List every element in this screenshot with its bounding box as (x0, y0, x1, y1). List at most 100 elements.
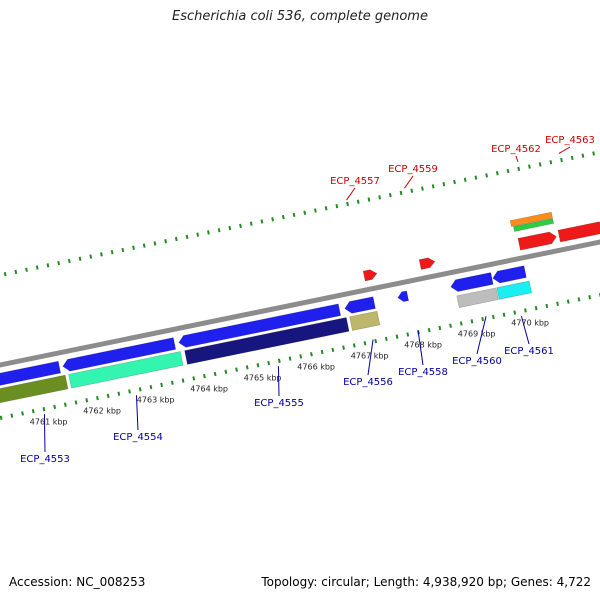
minor-tick-lower (0, 415, 3, 421)
gene-ecp-4562-upper-shape (509, 211, 553, 227)
minor-tick-upper (174, 236, 178, 242)
genome-backbone (0, 239, 600, 368)
minor-tick-upper (207, 230, 210, 235)
minor-tick-lower (203, 374, 206, 379)
tick-label: 4770 kbp (511, 319, 549, 328)
minor-tick-upper (271, 217, 275, 222)
topology-value: circular (321, 575, 366, 589)
backbone-layer (0, 239, 600, 368)
minor-tick-lower (299, 354, 303, 359)
minor-tick-upper (506, 168, 510, 174)
minor-tick-lower (524, 308, 527, 313)
minor-tick-upper (410, 188, 414, 193)
tick-label: 4765 kbp (244, 374, 282, 383)
minor-tick-upper (560, 157, 563, 163)
topology-label: Topology: (261, 575, 318, 589)
gene-ecp-4553-shape (0, 374, 69, 404)
cds-ecp-4555 (178, 303, 342, 348)
minor-tick-upper (421, 186, 424, 191)
cds-ecp-4562 (517, 231, 557, 251)
gene-label: ECP_4563 (545, 135, 595, 146)
minor-tick-lower (384, 336, 388, 342)
gene-label: ECP_4556 (343, 377, 393, 388)
minor-tick-lower (245, 365, 249, 370)
minor-tick-upper (592, 151, 596, 156)
minor-tick-upper (378, 195, 382, 200)
minor-tick-lower (395, 334, 399, 339)
gene-ecp-4562-shape (513, 218, 555, 232)
minor-tick-upper (356, 199, 360, 204)
leader-line (367, 339, 374, 376)
minor-tick-upper (142, 243, 146, 248)
minor-tick-lower (566, 299, 570, 304)
leader-line (417, 330, 424, 366)
leader-line (346, 187, 356, 201)
minor-tick-lower (406, 332, 410, 337)
minor-tick-lower (31, 409, 35, 414)
gene-ecp-4556-shape (349, 310, 381, 331)
minor-tick-lower (21, 411, 24, 416)
minor-tick-upper (485, 173, 489, 178)
minor-tick-upper (431, 184, 435, 189)
minor-tick-upper (3, 271, 7, 277)
genes-value: 4,722 (556, 575, 591, 589)
minor-tick-lower (363, 341, 367, 346)
tick-label: 4769 kbp (458, 330, 496, 339)
minor-tick-upper (132, 245, 135, 250)
minor-tick-upper (303, 210, 307, 215)
minor-tick-lower (74, 400, 78, 405)
gene-ecp-4555 (184, 317, 350, 365)
minor-tick-upper (463, 177, 467, 182)
minor-tick-lower (545, 303, 549, 309)
minor-tick-lower (85, 398, 89, 403)
gene-label: ECP_4553 (20, 454, 70, 465)
tick-label: 4767 kbp (351, 352, 389, 361)
gene-ecp-4556 (349, 310, 381, 331)
minor-tick-lower (331, 347, 335, 353)
length-value: 4,938,920 bp (422, 575, 503, 589)
minor-tick-upper (217, 228, 221, 233)
minor-tick-upper (453, 179, 456, 185)
minor-tick-upper (78, 256, 82, 261)
tick-label: 4768 kbp (404, 341, 442, 350)
leader-line (135, 395, 139, 431)
leader-line (43, 414, 46, 453)
minor-tick-lower (96, 395, 99, 401)
accession-value: NC_008253 (76, 575, 146, 589)
minor-tick-lower (235, 367, 238, 372)
cds-ecp-4562-shape (517, 231, 557, 251)
gene-label: ECP_4559 (388, 164, 438, 175)
tick-label: 4763 kbp (137, 396, 175, 405)
gene-ecp-4561-shape (496, 280, 532, 300)
minor-tick-lower (10, 413, 14, 418)
genes-label: Genes: (510, 575, 553, 589)
minor-tick-upper (164, 239, 168, 244)
gene-ecp-4554 (68, 351, 184, 389)
minor-tick-upper (528, 164, 531, 169)
genome-title: Escherichia coli 536, complete genome (172, 9, 428, 24)
gene-label: ECP_4557 (330, 176, 380, 187)
cds-ecp-4559-shape (418, 257, 436, 270)
gene-label: ECP_4561 (504, 346, 554, 357)
gene-label: ECP_4560 (452, 356, 502, 367)
gene-ecp-4554-shape (68, 351, 184, 389)
minor-tick-lower (170, 380, 174, 385)
tick-label: 4762 kbp (83, 406, 121, 415)
minor-tick-upper (100, 252, 103, 257)
minor-tick-upper (549, 160, 553, 165)
minor-tick-lower (128, 389, 131, 394)
minor-tick-upper (399, 190, 403, 196)
minor-tick-lower (267, 360, 271, 366)
minor-tick-upper (153, 241, 157, 246)
cds-ecp-4559 (418, 257, 436, 270)
cds-ecp-4557-shape (362, 269, 378, 282)
minor-tick-upper (442, 182, 446, 187)
cds-ecp-4563 (557, 221, 600, 243)
minor-tick-upper (46, 263, 50, 268)
gene-ecp-4560-shape (456, 287, 499, 308)
minor-tick-lower (320, 349, 324, 355)
minor-tick-upper (292, 212, 296, 218)
tick-label: 4766 kbp (297, 363, 335, 372)
minor-tick-lower (588, 295, 592, 300)
